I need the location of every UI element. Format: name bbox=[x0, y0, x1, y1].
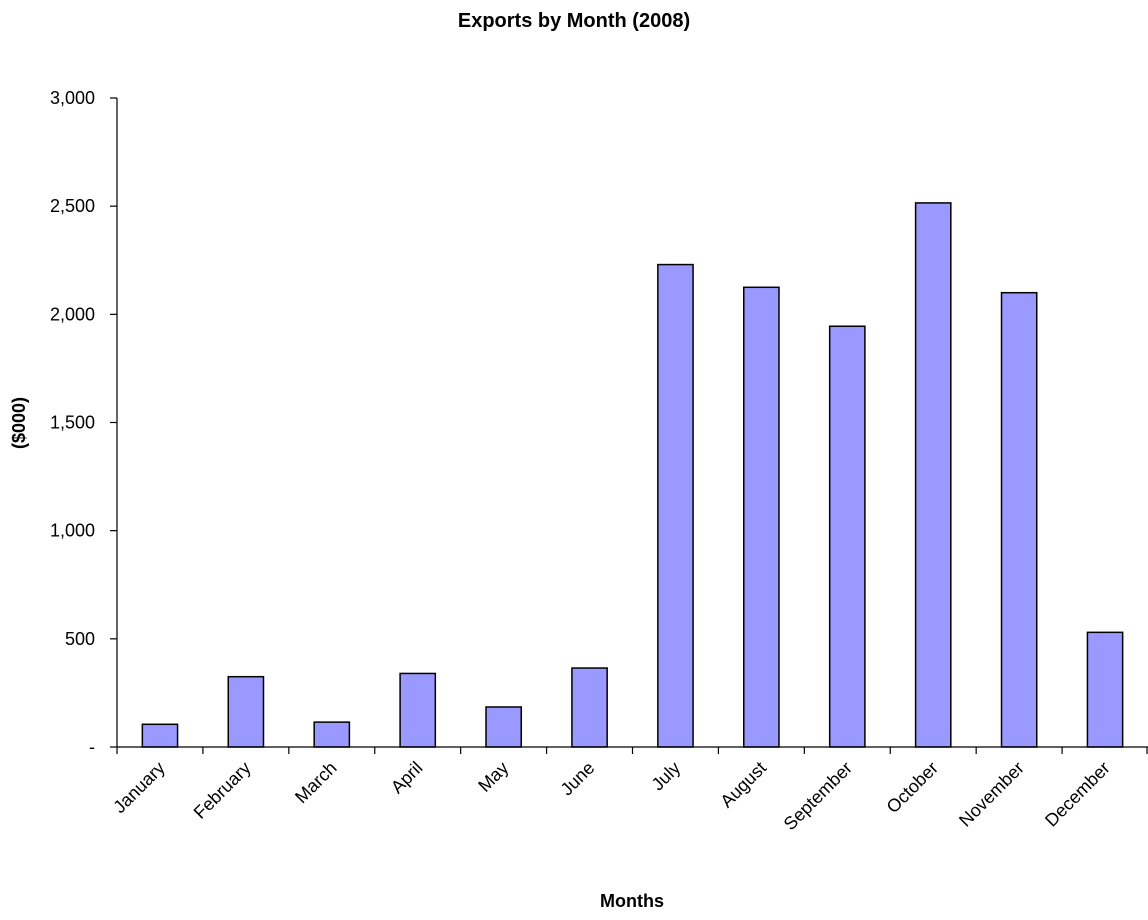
y-tick-label: 2,000 bbox=[50, 304, 95, 324]
x-tick-label: January bbox=[109, 758, 168, 817]
bars-group bbox=[141, 202, 1124, 748]
x-tick-label: July bbox=[648, 758, 685, 795]
x-tick-label: April bbox=[387, 758, 427, 798]
x-tick-label: February bbox=[190, 758, 255, 823]
bar-april bbox=[399, 672, 437, 748]
bar-june bbox=[571, 667, 608, 748]
chart-title: Exports by Month (2008) bbox=[458, 10, 690, 32]
x-tick-label: September bbox=[780, 758, 856, 834]
x-axis: January February March April May June July Augu… bbox=[109, 746, 1148, 834]
y-axis: - 500 1,000 1,500 2,000 2,500 3,000 bbox=[50, 88, 118, 757]
y-axis-title: ($000) bbox=[9, 397, 29, 449]
y-tick-label: 1,500 bbox=[50, 413, 95, 433]
y-tick-label: - bbox=[89, 737, 95, 757]
bar-october bbox=[914, 202, 952, 748]
y-tick-label: 1,000 bbox=[50, 521, 95, 541]
bar-february bbox=[227, 675, 265, 748]
bar-january bbox=[141, 723, 179, 748]
bar-november bbox=[1000, 291, 1038, 748]
x-tick-label: October bbox=[883, 758, 942, 817]
y-tick-label: 500 bbox=[65, 629, 95, 649]
y-tick-label: 3,000 bbox=[50, 88, 95, 108]
x-tick-label: November bbox=[955, 758, 1028, 831]
x-tick-label: June bbox=[557, 758, 599, 800]
x-tick-label: May bbox=[474, 758, 512, 796]
y-tick-label: 2,500 bbox=[50, 196, 95, 216]
bar-july bbox=[657, 263, 694, 748]
x-tick-label: March bbox=[291, 758, 341, 808]
bar-december bbox=[1086, 631, 1124, 748]
x-axis-title: Months bbox=[600, 891, 664, 911]
x-tick-label: December bbox=[1041, 758, 1114, 831]
bar-august bbox=[743, 286, 780, 748]
bar-september bbox=[828, 325, 866, 748]
x-tick-label: August bbox=[716, 758, 770, 812]
bar-may bbox=[485, 706, 522, 748]
bar-march bbox=[313, 721, 351, 748]
